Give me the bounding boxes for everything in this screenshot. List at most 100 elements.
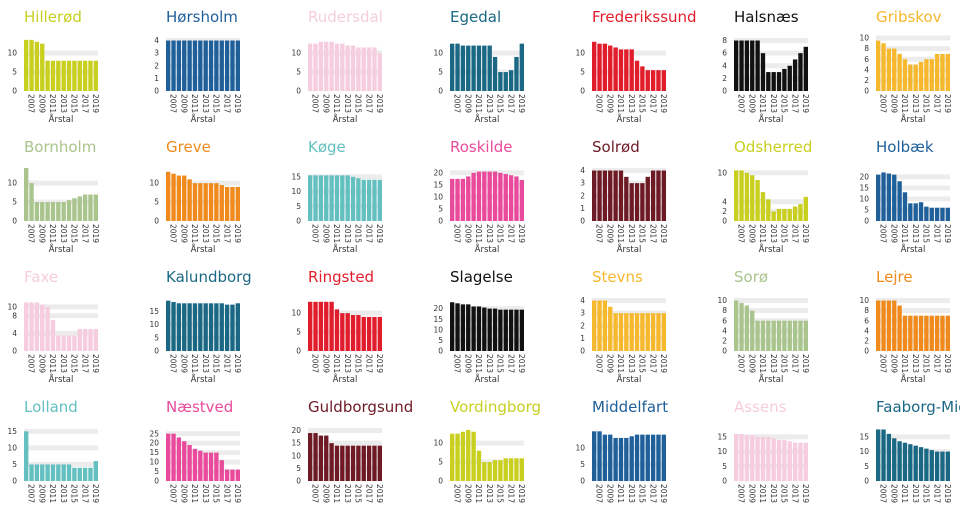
bar	[739, 40, 744, 91]
y-tick-label: 2	[864, 76, 869, 85]
chart-title: Middelfart	[592, 398, 669, 416]
bar	[629, 313, 634, 351]
y-tick-label: 0	[438, 87, 443, 96]
bar	[592, 300, 597, 351]
bar	[372, 316, 377, 351]
x-tick-label: 2017	[506, 484, 515, 503]
x-tick-label: 2007	[879, 94, 888, 113]
y-tick-label: 20	[433, 168, 443, 177]
gridline	[876, 207, 950, 213]
bar	[640, 183, 645, 221]
gridline	[24, 428, 98, 434]
y-tick-label: 8	[864, 306, 869, 315]
x-tick-label: 2015	[780, 484, 789, 503]
x-tick-label: 2019	[659, 224, 668, 243]
bar	[640, 434, 645, 482]
gridline	[592, 69, 666, 75]
bar	[166, 433, 171, 481]
bar	[750, 435, 755, 481]
gridline	[450, 206, 524, 212]
gridline	[166, 63, 240, 69]
bar	[503, 309, 508, 351]
x-tick-label: 2019	[91, 94, 100, 113]
y-tick-label: 15	[859, 183, 869, 192]
bar	[503, 72, 508, 91]
bar	[72, 335, 77, 351]
x-tick-label: 2009	[889, 484, 898, 503]
bar	[592, 41, 597, 91]
y-tick-label: 4	[864, 326, 869, 335]
bar	[929, 59, 934, 91]
x-axis-label: Årstal	[333, 113, 358, 125]
bar	[629, 49, 634, 91]
bar	[650, 434, 656, 482]
x-tick-label: 2019	[233, 94, 242, 113]
bar	[24, 302, 29, 351]
bar	[340, 175, 345, 221]
bar	[760, 192, 766, 221]
y-tick-label: 5	[12, 68, 17, 77]
x-tick-label: 2019	[375, 94, 384, 113]
y-tick-label: 0	[580, 347, 585, 356]
bar	[771, 72, 776, 91]
bar	[945, 451, 950, 481]
y-tick-label: 5	[438, 336, 443, 345]
chart-title: Greve	[166, 138, 211, 156]
x-tick-label: 2009	[463, 224, 472, 243]
bar	[171, 433, 176, 481]
gridline	[450, 327, 524, 333]
x-tick-label: 2013	[485, 484, 494, 503]
bar	[214, 183, 219, 221]
bar	[902, 442, 908, 481]
bar-chart: 0 5 10 2007 2009 2011 2013 2015 2017 2019 Årstal	[7, 168, 100, 255]
bar	[372, 47, 377, 91]
x-tick-label: 2007	[453, 354, 462, 373]
bar	[334, 309, 340, 351]
x-axis-label: Årstal	[759, 243, 784, 255]
y-tick-label: 2	[722, 74, 727, 83]
bar	[634, 183, 640, 221]
bar	[466, 45, 471, 91]
bar	[876, 429, 881, 481]
x-tick-label: 2007	[737, 224, 746, 243]
y-tick-label: 0	[12, 87, 17, 96]
bar-chart: 0 2 46 810 2007 2009 2011 2013 2015 2017 2019 Årsta…	[859, 34, 952, 125]
gridline	[734, 208, 808, 214]
x-axis-label: Årstal	[475, 243, 500, 255]
bar	[361, 47, 366, 91]
gridline	[592, 310, 666, 316]
bar	[345, 445, 350, 481]
y-tick-label: 6	[864, 316, 869, 325]
bar	[755, 40, 760, 91]
bar	[34, 302, 40, 351]
bar	[624, 176, 629, 221]
y-tick-label: 0	[154, 477, 159, 486]
y-tick-label: 4	[722, 326, 727, 335]
bar	[940, 207, 945, 221]
bar	[198, 183, 203, 221]
x-tick-label: 2007	[311, 484, 320, 503]
bar	[219, 185, 224, 221]
x-tick-label: 2015	[354, 354, 363, 373]
bar	[50, 320, 56, 351]
bar	[908, 64, 913, 91]
gridline	[592, 193, 666, 199]
chart-panel: Gribskov 0 2 4 6 8 10 2007 2009 2011 2013 2015 2017 2…	[854, 8, 960, 136]
bar	[487, 308, 492, 351]
bar	[93, 461, 98, 482]
y-tick-label: 5	[438, 458, 443, 467]
x-tick-label: 2007	[737, 484, 746, 503]
gridline	[166, 50, 240, 56]
chart-panel: Holbæk 0 5 10 15 20 2007 2009 2011 2013 2015 2017 20…	[854, 138, 960, 266]
bar	[766, 72, 771, 91]
y-tick-label: 0	[296, 87, 301, 96]
chart-title: Ringsted	[308, 268, 375, 286]
x-tick-label: 2017	[364, 354, 373, 373]
bar	[340, 313, 345, 351]
bar	[66, 200, 72, 221]
bar	[897, 441, 902, 481]
bar	[482, 171, 487, 221]
x-tick-label: 2007	[27, 224, 36, 243]
x-tick-label: 2017	[648, 354, 657, 373]
bar	[940, 451, 945, 481]
